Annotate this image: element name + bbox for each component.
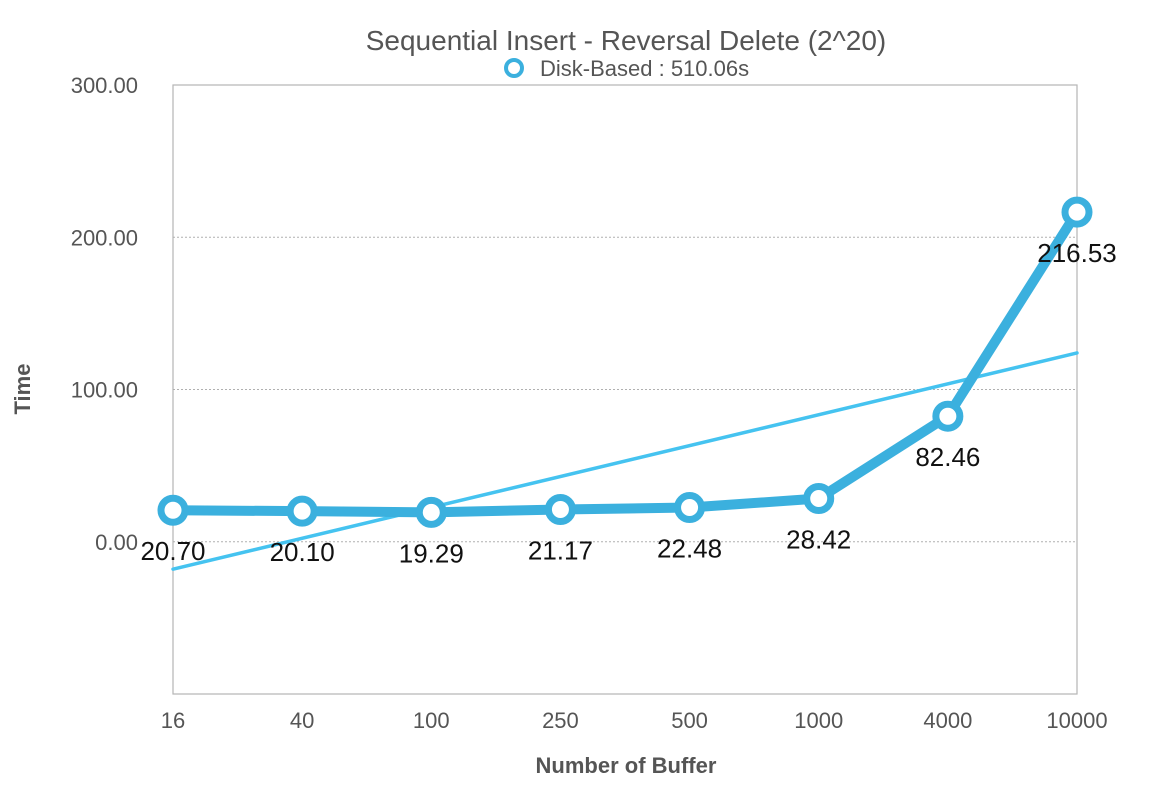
legend-label: Disk-Based : 510.06s (540, 56, 749, 81)
x-tick-label: 100 (413, 708, 450, 733)
x-tick-label: 10000 (1046, 708, 1107, 733)
data-point (544, 494, 576, 526)
trendline-line (171, 351, 1079, 571)
legend-marker (504, 58, 524, 78)
x-axis-ticks: 16 40 100 250 500 1000 4000 10000 (161, 708, 1108, 733)
data-label: 20.10 (270, 537, 335, 567)
data-label: 21.17 (528, 536, 593, 566)
series-disk-based (157, 196, 1093, 528)
data-label: 19.29 (399, 538, 464, 568)
y-tick-label: 200.00 (71, 225, 138, 250)
data-labels: 20.70 20.10 19.29 21.17 22.48 28.42 82.46 216.5… (140, 238, 1116, 568)
trendline (171, 351, 1079, 571)
x-tick-label: 1000 (794, 708, 843, 733)
y-tick-label: 100.00 (71, 378, 138, 403)
y-tick-label: 300.00 (71, 73, 138, 98)
data-label: 22.48 (657, 534, 722, 564)
series-line (168, 207, 1082, 518)
x-tick-label: 16 (161, 708, 185, 733)
data-point (674, 492, 706, 524)
data-point (803, 482, 835, 514)
data-point (415, 496, 447, 528)
data-label: 20.70 (140, 536, 205, 566)
y-tick-label: 0.00 (95, 530, 138, 555)
y-axis-title: Time (10, 364, 35, 415)
y-axis-ticks: 300.00 200.00 100.00 0.00 (71, 73, 138, 555)
x-tick-label: 250 (542, 708, 579, 733)
x-tick-label: 40 (290, 708, 314, 733)
data-point (932, 400, 964, 432)
data-point (1061, 196, 1093, 228)
data-label: 28.42 (786, 524, 851, 554)
x-tick-label: 4000 (923, 708, 972, 733)
gridlines (173, 236, 1077, 543)
x-tick-label: 500 (671, 708, 708, 733)
data-label: 82.46 (915, 442, 980, 472)
data-point (286, 495, 318, 527)
data-label: 216.53 (1037, 238, 1117, 268)
data-point (157, 494, 189, 526)
x-axis-title: Number of Buffer (536, 753, 717, 778)
chart-title: Sequential Insert - Reversal Delete (2^2… (366, 25, 887, 56)
legend: Disk-Based : 510.06s (504, 56, 749, 81)
